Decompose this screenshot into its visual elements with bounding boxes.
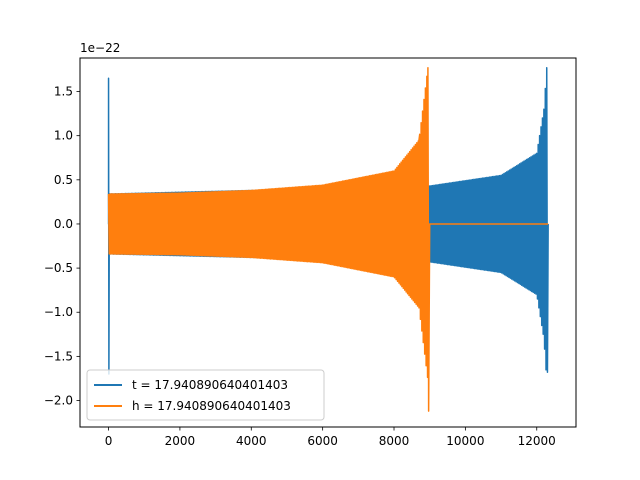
x-axis: 0 2000 4000 6000 8000 10000 12000 — [105, 427, 556, 448]
x-tick-label: 10000 — [446, 434, 484, 448]
y-tick-label: 0.5 — [54, 173, 73, 187]
y-axis: −2.0 −1.5 −1.0 −0.5 0.0 0.5 1.0 1.5 — [44, 85, 80, 408]
y-tick-label: −1.5 — [44, 349, 73, 363]
legend-label: h = 17.940890640401403 — [132, 399, 291, 413]
x-tick-label: 4000 — [236, 434, 267, 448]
legend-label: t = 17.940890640401403 — [132, 378, 288, 392]
y-tick-label: −1.0 — [44, 305, 73, 319]
x-tick-label: 6000 — [307, 434, 338, 448]
y-tick-label: 1.5 — [54, 85, 73, 99]
y-tick-label: 1.0 — [54, 129, 73, 143]
y-tick-label: −0.5 — [44, 261, 73, 275]
x-tick-label: 2000 — [165, 434, 196, 448]
y-offset-label: 1e−22 — [80, 41, 120, 55]
series-layer — [107, 66, 549, 412]
y-tick-label: −2.0 — [44, 394, 73, 408]
y-tick-label: 0.0 — [54, 217, 73, 231]
legend-box — [86, 369, 325, 421]
x-tick-label: 12000 — [518, 434, 556, 448]
legend: t = 17.940890640401403 h = 17.94089064040… — [86, 369, 325, 421]
series-line-2 — [107, 66, 549, 412]
x-tick-label: 0 — [105, 434, 113, 448]
x-tick-label: 8000 — [379, 434, 410, 448]
plot-frame — [79, 57, 577, 428]
